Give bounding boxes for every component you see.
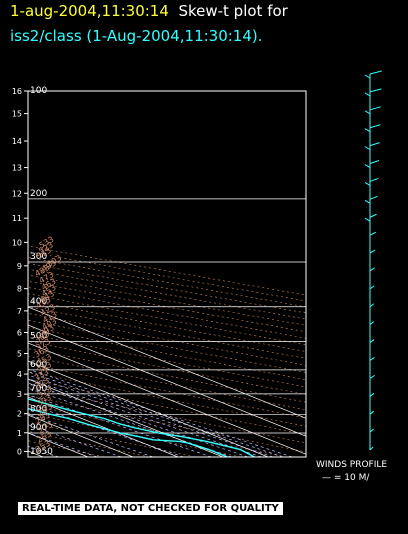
dewpoint-trace — [28, 407, 228, 457]
wind-barb — [369, 70, 382, 75]
height-label: 1 — [17, 429, 22, 438]
isotherm-line — [28, 324, 306, 437]
pressure-label: 1050 — [30, 447, 53, 457]
height-label: 9 — [17, 262, 22, 271]
wind-barb — [369, 195, 378, 200]
wind-barb — [369, 357, 375, 361]
height-label: 10 — [12, 238, 22, 247]
height-label: 6 — [17, 329, 22, 338]
pressure-label: 900 — [30, 423, 47, 433]
pressure-label: 400 — [30, 297, 47, 307]
wind-barb — [369, 267, 375, 272]
title-line-1: 1-aug-2004,11:30:14 Skew-t plot for — [10, 2, 288, 20]
dry-adiabat-line — [28, 348, 306, 403]
isotherms — [28, 306, 306, 457]
isotherm-line — [28, 342, 306, 455]
mixing-ratio-line — [28, 368, 293, 457]
wind-barb — [369, 392, 375, 397]
quality-notice: REAL-TIME DATA, NOT CHECKED FOR QUALITY — [18, 502, 283, 515]
wind-barb — [364, 181, 371, 186]
wind-barb — [364, 217, 371, 222]
wind-barb — [369, 213, 377, 218]
wind-barb — [369, 374, 376, 379]
pressure-label: 100 — [30, 86, 47, 96]
dry-adiabat-line — [28, 313, 306, 366]
wind-barb — [369, 321, 375, 326]
pressure-label: 300 — [30, 252, 47, 262]
wind-barb — [369, 446, 374, 451]
mixing-ratio-line — [28, 382, 249, 457]
isotherm-line — [28, 360, 269, 457]
height-label: 15 — [12, 110, 22, 119]
height-label: 16 — [12, 87, 22, 96]
wind-barb — [369, 88, 382, 93]
height-label: 7 — [17, 307, 22, 316]
pressure-label: 700 — [30, 384, 47, 394]
wind-barb — [369, 410, 375, 415]
wind-barb — [369, 285, 375, 290]
pressure-label: 600 — [30, 360, 47, 370]
mixing-ratio-line — [28, 374, 274, 457]
plot-frame — [27, 90, 307, 458]
mixing-ratio-line — [28, 387, 232, 457]
pressure-label: 200 — [30, 189, 47, 199]
timestamp-title: 1-aug-2004,11:30:14 — [10, 2, 169, 20]
wind-barb — [364, 164, 371, 168]
wind-barb — [364, 92, 371, 97]
isobars — [28, 198, 306, 434]
isotherm-line — [28, 396, 179, 457]
wind-barb — [369, 428, 374, 433]
wind-barb — [364, 74, 371, 79]
mixing-ratio-line — [28, 403, 184, 457]
wind-barb — [369, 339, 375, 343]
source-title: iss2/class (1-Aug-2004,11:30:14). — [10, 27, 263, 45]
height-label: 12 — [12, 189, 22, 198]
wind-profile — [364, 70, 382, 451]
dry-adiabat-line — [28, 387, 306, 444]
height-label: 8 — [17, 285, 22, 294]
isotherm-line — [28, 378, 224, 457]
sounding-traces — [28, 398, 255, 457]
wind-barb — [369, 249, 376, 254]
height-label: 14 — [12, 137, 22, 146]
wind-barb — [369, 160, 380, 164]
wind-barb — [364, 199, 371, 204]
temperature-trace — [28, 398, 255, 457]
mixing-ratio-line — [28, 413, 154, 457]
pressure-label: 800 — [30, 405, 47, 415]
height-label: 13 — [12, 164, 22, 173]
wind-barb — [369, 177, 379, 182]
height-label: 3 — [17, 390, 22, 399]
dry-adiabat-line — [28, 274, 306, 326]
wind-barb — [369, 231, 377, 236]
winds-scale-label: — = 10 M/ — [322, 473, 370, 483]
dry-adiabat-line — [0, 106, 13, 457]
height-label: 4 — [17, 370, 22, 379]
wind-barb — [369, 142, 380, 147]
wind-barb — [364, 146, 371, 151]
mixing-ratio-line — [28, 378, 262, 457]
height-label: 0 — [17, 447, 22, 456]
mixing-ratio-line — [28, 371, 284, 457]
wind-barb — [364, 128, 371, 133]
plot-label: Skew-t plot for — [178, 2, 288, 20]
pressure-label: 500 — [30, 332, 47, 342]
wind-barb — [369, 124, 381, 129]
isotherm-line — [28, 306, 306, 419]
wind-barb — [369, 106, 381, 111]
dry-adiabat-line — [28, 326, 306, 380]
dry-adiabat-line — [28, 431, 150, 457]
wind-barb — [364, 110, 371, 115]
dry-adiabats — [0, 106, 306, 457]
mixing-ratio-line — [0, 178, 12, 457]
mixing-ratio-line — [28, 394, 212, 457]
height-label: 5 — [17, 350, 22, 359]
height-label: 11 — [12, 214, 22, 223]
height-label: 2 — [17, 410, 22, 419]
winds-profile-label: WINDS PROFILE — [316, 460, 388, 470]
wind-barb — [369, 303, 375, 308]
dry-adiabat-line — [28, 363, 306, 419]
